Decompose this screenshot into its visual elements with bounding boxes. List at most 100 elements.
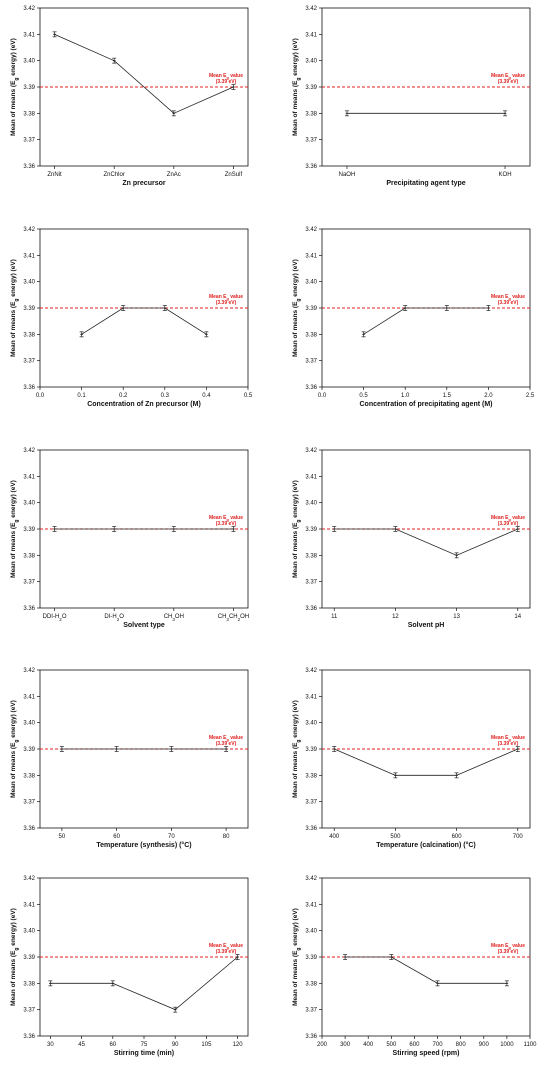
chart-panel-10: 3.36 3.37 3.38 3.39 3.40 3.41 3.42 200 300 400 500… bbox=[292, 876, 537, 1057]
data-point bbox=[121, 305, 126, 311]
x-tick-label: 0.1 bbox=[77, 393, 86, 399]
mean-annotation-label: Mean Eg value bbox=[209, 943, 243, 950]
y-tick-label: 3.40 bbox=[305, 929, 317, 935]
data-point bbox=[52, 526, 57, 532]
x-tick-label: ZnAc bbox=[167, 172, 181, 178]
data-point bbox=[235, 954, 240, 960]
mean-annotation-value: (3.39 eV) bbox=[216, 741, 237, 747]
x-tick-label: 2.5 bbox=[526, 393, 535, 399]
mean-annotation-value: (3.39 eV) bbox=[498, 949, 519, 955]
data-point bbox=[454, 552, 459, 559]
x-tick-label: 45 bbox=[78, 1042, 85, 1048]
y-tick-label: 3.41 bbox=[305, 902, 317, 908]
y-tick-label: 3.38 bbox=[305, 773, 317, 779]
data-point bbox=[171, 110, 176, 117]
mean-annotation-value: (3.39 eV) bbox=[498, 741, 519, 747]
y-tick-label: 3.37 bbox=[23, 580, 35, 586]
data-point bbox=[162, 305, 167, 311]
y-tick-label: 3.38 bbox=[23, 553, 35, 559]
data-point bbox=[343, 954, 348, 960]
y-tick-label: 3.38 bbox=[23, 981, 35, 987]
x-tick-label: NaOH bbox=[339, 172, 356, 178]
x-axis-title: Temperature (calcination) (°C) bbox=[376, 841, 476, 849]
y-tick-label: 3.37 bbox=[23, 800, 35, 806]
data-point bbox=[169, 746, 174, 752]
x-tick-label: 120 bbox=[233, 1042, 244, 1048]
y-tick-label: 3.40 bbox=[23, 59, 35, 65]
x-tick-label: 900 bbox=[479, 1042, 490, 1048]
x-axis-title: Precipitating agent type bbox=[386, 180, 465, 187]
x-tick-label: 30 bbox=[47, 1042, 54, 1048]
y-tick-label: 3.39 bbox=[305, 306, 317, 312]
y-axis-title: Mean of means (Eg energy) (eV) bbox=[10, 38, 20, 136]
mean-annotation-label: Mean Eg value bbox=[491, 515, 525, 522]
y-tick-label: 3.36 bbox=[305, 826, 317, 832]
y-tick-label: 3.37 bbox=[23, 359, 35, 365]
y-tick-label: 3.41 bbox=[305, 253, 317, 259]
x-tick-label: 13 bbox=[453, 614, 460, 620]
data-point bbox=[79, 331, 84, 338]
y-tick-label: 3.39 bbox=[23, 955, 35, 961]
x-tick-label: 50 bbox=[59, 834, 66, 840]
data-series-line bbox=[81, 307, 207, 335]
y-axis-title: Mean of means (Eg energy) (eV) bbox=[292, 700, 302, 798]
y-tick-label: 3.42 bbox=[23, 6, 35, 12]
x-tick-label: 80 bbox=[223, 834, 230, 840]
y-axis-title: Mean of means (Eg energy) (eV) bbox=[292, 259, 302, 357]
data-point bbox=[52, 31, 57, 38]
x-tick-label: 70 bbox=[168, 834, 175, 840]
x-tick-label: 700 bbox=[433, 1042, 444, 1048]
data-point bbox=[403, 305, 408, 311]
x-axis-title: Temperature (synthesis) (°C) bbox=[96, 841, 191, 849]
mean-annotation-label: Mean Eg value bbox=[491, 73, 525, 80]
y-tick-label: 3.40 bbox=[23, 501, 35, 507]
mean-annotation-label: Mean Eg value bbox=[209, 73, 243, 80]
chart-panel-5: 3.36 3.37 3.38 3.39 3.40 3.41 3.42 DDI-H2O DI-H2… bbox=[10, 448, 249, 629]
y-tick-label: 3.38 bbox=[23, 773, 35, 779]
data-point bbox=[361, 331, 366, 338]
y-tick-label: 3.39 bbox=[23, 306, 35, 312]
x-tick-label: 0.4 bbox=[202, 393, 211, 399]
y-tick-label: 3.36 bbox=[23, 385, 35, 391]
y-tick-label: 3.42 bbox=[305, 448, 317, 454]
y-tick-label: 3.41 bbox=[23, 902, 35, 908]
data-point bbox=[171, 526, 176, 532]
data-point bbox=[114, 746, 119, 752]
data-series-line bbox=[334, 748, 518, 776]
x-tick-label: CH3CH2OH bbox=[218, 614, 249, 622]
x-tick-label: 12 bbox=[392, 614, 399, 620]
data-point bbox=[224, 746, 229, 752]
y-tick-label: 3.37 bbox=[305, 800, 317, 806]
data-point bbox=[173, 1006, 178, 1013]
y-tick-label: 3.39 bbox=[305, 747, 317, 753]
x-axis-title: Concentration of Zn precursor (M) bbox=[87, 401, 201, 408]
y-tick-label: 3.41 bbox=[305, 694, 317, 700]
x-tick-label: 800 bbox=[456, 1042, 467, 1048]
chart-panel-4: 3.36 3.37 3.38 3.39 3.40 3.41 3.42 0.0 0.5 1.0 1.5… bbox=[292, 227, 535, 408]
y-tick-label: 3.41 bbox=[23, 253, 35, 259]
y-tick-label: 3.39 bbox=[23, 527, 35, 533]
mean-annotation-label: Mean Eg value bbox=[209, 515, 243, 522]
y-tick-label: 3.42 bbox=[305, 668, 317, 674]
x-tick-label: DI-H2O bbox=[104, 614, 124, 622]
data-series-line bbox=[50, 956, 238, 1011]
x-tick-label: 105 bbox=[201, 1042, 212, 1048]
y-axis-title: Mean of means (Eg energy) (eV) bbox=[292, 38, 302, 136]
mean-annotation-label: Mean Eg value bbox=[491, 943, 525, 950]
data-point bbox=[59, 746, 64, 752]
x-axis-title: Stirring speed (rpm) bbox=[393, 1050, 460, 1057]
y-axis-title: Mean of means (Eg energy) (eV) bbox=[292, 480, 302, 578]
data-point bbox=[515, 746, 520, 752]
y-axis-title: Mean of means (Eg energy) (eV) bbox=[10, 908, 20, 1006]
chart-panel-3: 3.36 3.37 3.38 3.39 3.40 3.41 3.42 0.0 0.1 0.2 0.3… bbox=[10, 227, 253, 408]
mean-annotation-label: Mean Eg value bbox=[491, 735, 525, 742]
x-tick-label: 500 bbox=[386, 1042, 397, 1048]
mean-annotation-label: Mean Eg value bbox=[209, 294, 243, 301]
x-tick-label: 0.5 bbox=[244, 393, 253, 399]
y-tick-label: 3.40 bbox=[305, 280, 317, 286]
y-tick-label: 3.39 bbox=[23, 747, 35, 753]
x-tick-label: 1.5 bbox=[443, 393, 452, 399]
y-tick-label: 3.42 bbox=[305, 876, 317, 882]
data-point bbox=[112, 57, 117, 64]
